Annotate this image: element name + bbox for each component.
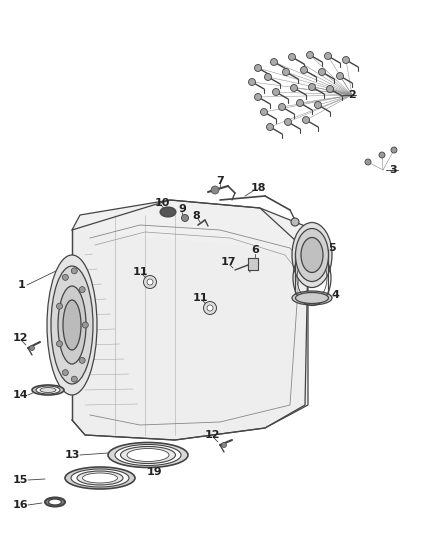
- Text: 13: 13: [64, 450, 80, 460]
- Ellipse shape: [120, 447, 176, 464]
- Circle shape: [79, 287, 85, 293]
- Ellipse shape: [51, 266, 93, 384]
- Text: 2: 2: [348, 90, 356, 100]
- Text: 7: 7: [216, 176, 224, 186]
- Text: 4: 4: [331, 290, 339, 300]
- Circle shape: [29, 345, 35, 351]
- Circle shape: [291, 218, 299, 226]
- Circle shape: [71, 268, 78, 274]
- Circle shape: [248, 78, 255, 85]
- Text: 18: 18: [250, 183, 266, 193]
- Circle shape: [144, 276, 156, 288]
- Circle shape: [265, 74, 272, 80]
- Ellipse shape: [49, 499, 61, 505]
- Circle shape: [391, 147, 397, 153]
- Circle shape: [300, 67, 307, 74]
- Circle shape: [303, 117, 310, 124]
- Text: 8: 8: [192, 211, 200, 221]
- Text: 11: 11: [132, 267, 148, 277]
- Circle shape: [57, 303, 63, 309]
- Circle shape: [222, 442, 226, 448]
- Ellipse shape: [65, 467, 135, 489]
- Text: 9: 9: [178, 204, 186, 214]
- Ellipse shape: [301, 238, 323, 272]
- Circle shape: [289, 53, 296, 61]
- Circle shape: [181, 214, 188, 222]
- Text: 15: 15: [12, 475, 28, 485]
- Circle shape: [204, 302, 216, 314]
- Circle shape: [71, 376, 78, 382]
- Ellipse shape: [296, 229, 328, 281]
- Circle shape: [207, 305, 213, 311]
- Circle shape: [254, 64, 261, 71]
- Circle shape: [279, 103, 286, 110]
- Text: 12: 12: [12, 333, 28, 343]
- Ellipse shape: [63, 300, 81, 350]
- Text: 17: 17: [220, 257, 236, 267]
- Circle shape: [283, 69, 290, 76]
- Circle shape: [297, 100, 304, 107]
- Circle shape: [318, 69, 325, 76]
- Ellipse shape: [296, 293, 328, 303]
- Circle shape: [365, 159, 371, 165]
- Ellipse shape: [82, 473, 117, 483]
- Text: 14: 14: [12, 390, 28, 400]
- Circle shape: [379, 152, 385, 158]
- Text: 16: 16: [12, 500, 28, 510]
- Circle shape: [343, 56, 350, 63]
- Ellipse shape: [32, 385, 64, 395]
- Text: 3: 3: [389, 165, 397, 175]
- Circle shape: [325, 52, 332, 60]
- Circle shape: [307, 52, 314, 59]
- Circle shape: [261, 109, 268, 116]
- Circle shape: [326, 85, 333, 93]
- Circle shape: [314, 101, 321, 109]
- Circle shape: [62, 274, 68, 280]
- Ellipse shape: [47, 255, 97, 395]
- Ellipse shape: [108, 442, 188, 467]
- Text: 19: 19: [147, 467, 163, 477]
- Polygon shape: [248, 258, 258, 270]
- Circle shape: [308, 84, 315, 91]
- Ellipse shape: [77, 471, 123, 485]
- Ellipse shape: [160, 207, 176, 217]
- Ellipse shape: [292, 291, 332, 305]
- Circle shape: [285, 118, 292, 125]
- Ellipse shape: [40, 387, 56, 392]
- Ellipse shape: [127, 448, 169, 462]
- Polygon shape: [72, 200, 310, 252]
- Circle shape: [272, 88, 279, 95]
- Ellipse shape: [71, 469, 129, 487]
- Text: 5: 5: [328, 243, 336, 253]
- Ellipse shape: [58, 286, 86, 364]
- Text: 12: 12: [204, 430, 220, 440]
- Circle shape: [271, 59, 278, 66]
- Polygon shape: [72, 200, 308, 440]
- Ellipse shape: [45, 497, 65, 506]
- Circle shape: [62, 369, 68, 376]
- Text: 10: 10: [154, 198, 170, 208]
- Circle shape: [336, 72, 343, 79]
- Circle shape: [147, 279, 153, 285]
- Circle shape: [211, 186, 219, 194]
- Text: 1: 1: [18, 280, 26, 290]
- Circle shape: [82, 322, 88, 328]
- Circle shape: [266, 124, 273, 131]
- Circle shape: [254, 93, 261, 101]
- Circle shape: [290, 85, 297, 92]
- Ellipse shape: [36, 386, 60, 394]
- Circle shape: [57, 341, 63, 347]
- Circle shape: [79, 357, 85, 364]
- Ellipse shape: [115, 445, 181, 465]
- Text: 11: 11: [192, 293, 208, 303]
- Text: 6: 6: [251, 245, 259, 255]
- Ellipse shape: [292, 222, 332, 287]
